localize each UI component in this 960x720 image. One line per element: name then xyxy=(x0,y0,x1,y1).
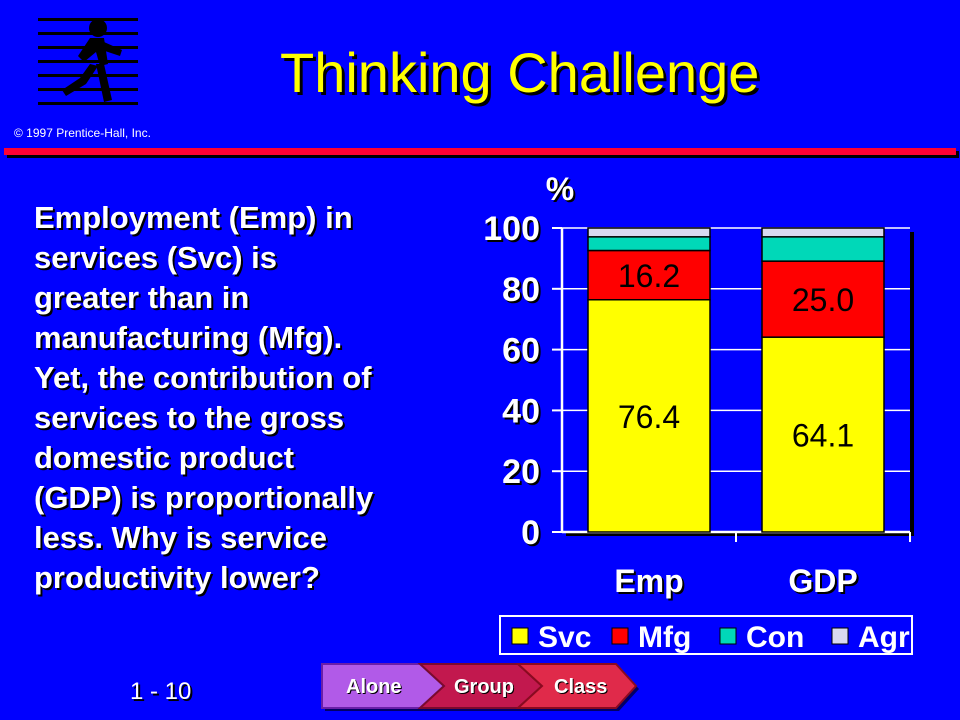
y-tick-label-shadow: 0 xyxy=(523,516,542,554)
y-tick-label: 0 xyxy=(521,514,540,552)
runner-logo xyxy=(38,18,138,105)
title-divider xyxy=(4,148,956,155)
challenge-line: productivity lower? xyxy=(34,560,320,595)
legend-swatch xyxy=(719,627,737,645)
y-tick-label: 100 xyxy=(483,210,540,248)
legend-swatch xyxy=(831,627,849,645)
class-button[interactable]: Class xyxy=(554,676,608,698)
nav-arrows xyxy=(321,663,639,711)
y-tick-label-shadow: 100 xyxy=(485,212,542,250)
copyright-notice: © 1997 Prentice-Hall, Inc. xyxy=(14,126,151,140)
challenge-line: domestic product xyxy=(34,440,295,475)
bar-segment xyxy=(587,298,711,533)
challenge-line: manufacturing (Mfg). xyxy=(34,320,343,355)
bar-segment xyxy=(587,236,711,252)
challenge-line: Employment (Emp) in xyxy=(34,200,353,235)
data-label: 64.1 xyxy=(792,418,854,454)
y-tick-label: 80 xyxy=(502,271,540,309)
challenge-line: less. Why is service xyxy=(34,520,327,555)
data-label: 16.2 xyxy=(618,258,680,294)
y-tick-label-shadow: 40 xyxy=(504,394,542,432)
y-axis-label-shadow: % xyxy=(548,173,576,209)
legend-label: Mfg xyxy=(638,621,691,654)
legend-label: Svc xyxy=(538,621,591,654)
bar-segment xyxy=(761,227,885,238)
challenge-line: (GDP) is proportionally xyxy=(34,480,374,515)
legend-label: Con xyxy=(746,621,804,654)
stacked-bar-chart: 002020404060608080100100%%76.416.2EmpEmp… xyxy=(483,171,914,655)
group-button[interactable]: Group xyxy=(454,676,514,698)
x-tick-label-shadow: Emp xyxy=(616,565,685,601)
x-tick-label-shadow: GDP xyxy=(790,565,859,601)
y-tick-label: 40 xyxy=(502,392,540,430)
class-arrow[interactable] xyxy=(515,663,638,709)
slide-title: Thinking Challenge xyxy=(280,41,760,104)
activity-nav: Alone Group Class xyxy=(320,660,640,712)
y-tick-label: 20 xyxy=(502,453,540,491)
bar-segment xyxy=(761,336,885,533)
data-label: 76.4 xyxy=(618,399,680,435)
slide-number: 1 - 10 xyxy=(130,678,192,705)
bar-segment xyxy=(587,227,711,238)
y-tick-label-shadow: 20 xyxy=(504,455,542,493)
x-tick-label: GDP xyxy=(788,563,857,599)
y-tick-label-shadow: 60 xyxy=(504,334,542,372)
challenge-line: services to the gross xyxy=(34,400,345,435)
legend-swatch xyxy=(611,627,629,645)
challenge-text: Employment (Emp) in services (Svc) is gr… xyxy=(34,198,454,598)
bar-segment xyxy=(761,236,885,262)
legend-label: Agr xyxy=(858,621,910,654)
challenge-line: greater than in xyxy=(34,280,250,315)
x-tick-label: Emp xyxy=(614,563,683,599)
bar-segment xyxy=(587,249,711,301)
challenge-line: Yet, the contribution of xyxy=(34,360,372,395)
challenge-line: services (Svc) is xyxy=(34,240,278,275)
y-tick-label-shadow: 80 xyxy=(504,273,542,311)
y-tick-label: 60 xyxy=(502,332,540,370)
y-axis-label: % xyxy=(546,171,574,207)
data-label: 25.0 xyxy=(792,282,854,318)
legend-swatch xyxy=(511,627,529,645)
alone-button[interactable]: Alone xyxy=(346,676,402,698)
